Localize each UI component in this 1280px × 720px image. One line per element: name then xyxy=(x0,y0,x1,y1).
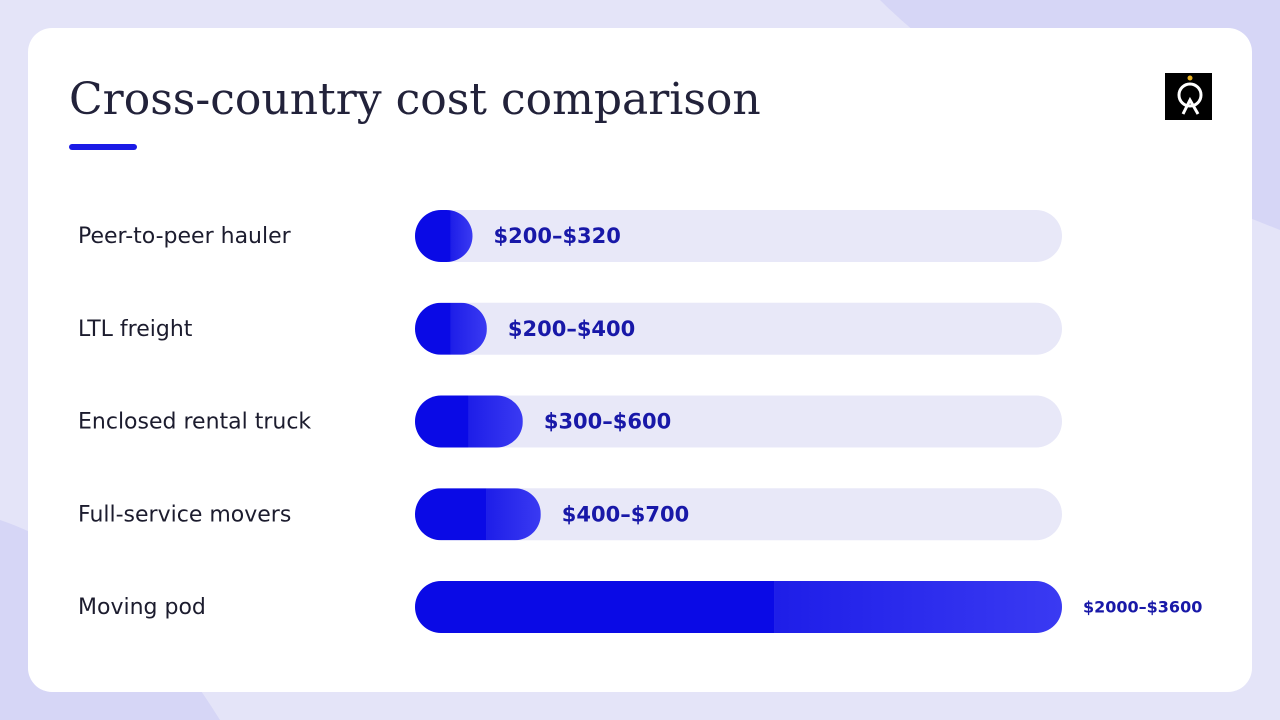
value-label: $300–$600 xyxy=(544,410,671,434)
bar-range-segment xyxy=(486,488,541,541)
bar-range-segment xyxy=(774,581,1062,633)
logo-crown xyxy=(1187,75,1193,81)
value-label: $2000–$3600 xyxy=(1083,598,1202,617)
category-label: Full-service movers xyxy=(78,502,291,527)
bar-low-segment xyxy=(415,488,487,541)
bar xyxy=(415,210,473,262)
bar-track xyxy=(415,488,1062,541)
bar-range-segment xyxy=(468,395,523,448)
logo-mark xyxy=(1181,96,1200,115)
title-underline xyxy=(69,144,137,150)
value-label: $200–$400 xyxy=(508,317,635,341)
logo-box xyxy=(1165,73,1212,120)
value-label: $200–$320 xyxy=(494,224,621,248)
bar-track xyxy=(415,302,1062,355)
bar xyxy=(415,488,541,541)
category-label: LTL freight xyxy=(78,317,193,342)
value-label: $400–$700 xyxy=(562,502,689,526)
category-label: Enclosed rental truck xyxy=(78,410,311,435)
category-label: Peer-to-peer hauler xyxy=(78,224,292,249)
bar xyxy=(415,581,1062,633)
bar-low-segment xyxy=(415,395,469,448)
logo xyxy=(1165,73,1212,120)
bar xyxy=(415,395,523,448)
bar-track xyxy=(415,210,1062,262)
chart-title: Cross-country cost comparison xyxy=(69,74,761,125)
bar-low-segment xyxy=(415,581,775,633)
category-label: Moving pod xyxy=(78,595,206,620)
bar xyxy=(415,302,487,355)
bar-track xyxy=(415,395,1062,448)
bar-range-segment xyxy=(450,210,473,262)
logo-mark xyxy=(1177,82,1203,108)
